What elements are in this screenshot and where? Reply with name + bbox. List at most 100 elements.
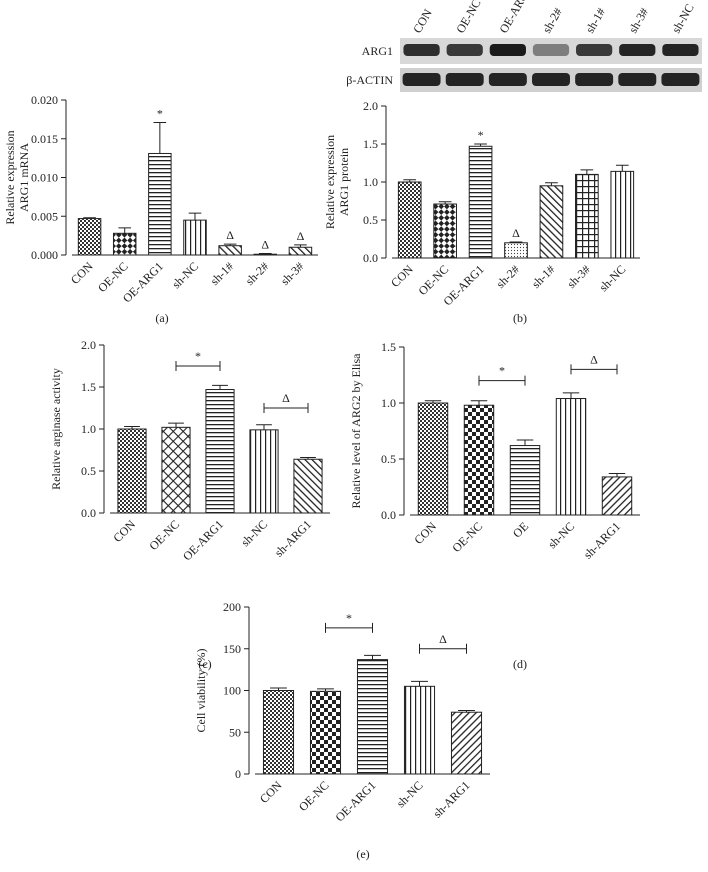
x-tick-label: sh-2# (493, 262, 522, 291)
error-bar (615, 164, 629, 172)
bar (293, 458, 323, 514)
y-axis-label: Relative expression (3, 130, 17, 224)
significance-bracket (325, 622, 373, 633)
x-tick-label: CON (257, 778, 285, 806)
x-tick-label: OE (510, 519, 531, 540)
y-tick-label: 1.0 (381, 396, 396, 410)
y-axis-label: Relative expression (323, 135, 337, 229)
lane-label: sh-1# (583, 5, 608, 35)
error-bar (153, 121, 167, 154)
y-tick-label: 50 (229, 725, 241, 739)
y-tick-label: 0.000 (31, 248, 58, 262)
bar (463, 404, 495, 516)
bar (555, 398, 587, 516)
error-bar (580, 169, 594, 175)
error-bar (470, 400, 488, 406)
error-bar (118, 227, 132, 234)
x-tick-label: CON (110, 517, 138, 545)
x-tick-label: CON (68, 259, 96, 287)
bar (77, 218, 102, 256)
significance-bracket (478, 375, 526, 386)
bar (509, 445, 541, 516)
error-bar (83, 217, 96, 219)
bar (539, 185, 564, 259)
y-tick-label: 0.0 (81, 506, 96, 520)
y-tick-label: 0 (235, 767, 241, 781)
y-tick-label: 1.0 (81, 422, 96, 436)
blot-band (662, 44, 699, 56)
y-tick-label: 0.015 (31, 132, 58, 146)
x-tick-label: sh-1# (529, 262, 558, 291)
error-bar (411, 680, 428, 687)
bar (262, 690, 295, 775)
x-tick-label: sh-ARG1 (430, 778, 472, 820)
x-tick-label: sh-2# (243, 259, 272, 288)
bar (205, 389, 235, 514)
bar (253, 253, 278, 256)
lane-label: sh-3# (626, 5, 651, 35)
x-tick-label: OE-NC (296, 778, 332, 814)
bar (112, 232, 137, 256)
x-tick-label: OE-ARG1 (180, 517, 226, 563)
blot-band (445, 73, 484, 86)
panel-label: (b) (513, 311, 527, 325)
y-axis-label: ARG1 protein (337, 148, 351, 216)
error-bar (270, 687, 287, 691)
bar (183, 219, 207, 256)
bar (356, 659, 389, 775)
lane-label: OE-NC (453, 0, 483, 35)
blot-band (403, 44, 440, 56)
x-tick-label: sh-1# (208, 259, 237, 288)
significance-bracket (419, 643, 467, 654)
western-blot (400, 38, 702, 92)
significance-mark: Δ (226, 228, 234, 242)
y-axis-label: Cell viability (%) (194, 649, 208, 733)
significance-mark: * (157, 106, 163, 120)
x-tick-label: CON (388, 262, 416, 290)
bar (468, 145, 493, 259)
bar (288, 246, 313, 256)
x-tick-label: CON (411, 519, 439, 547)
blot-band (575, 73, 614, 86)
error-bar (438, 201, 452, 205)
bar (601, 476, 633, 516)
significance-mark: Δ (590, 352, 598, 366)
panel-label: (d) (513, 657, 527, 671)
error-bar (403, 179, 417, 182)
x-tick-label: OE-NC (449, 519, 485, 555)
y-axis-label: Relative arginase activity (49, 368, 63, 490)
significance-mark: Δ (297, 229, 305, 243)
bar (309, 690, 342, 775)
error-bar (317, 688, 334, 692)
error-bar (258, 252, 272, 255)
error-bar (124, 425, 140, 429)
x-tick-label: sh-NC (596, 262, 628, 294)
significance-bracket (263, 403, 309, 413)
panel-label: (e) (356, 847, 369, 861)
bar (249, 429, 279, 514)
panel-label: (a) (155, 311, 168, 325)
error-bar (516, 439, 534, 446)
y-tick-label: 150 (223, 642, 241, 656)
blot-band (402, 73, 441, 86)
significance-mark: * (478, 128, 484, 142)
error-bar (474, 143, 487, 147)
y-tick-label: 0.0 (381, 508, 396, 522)
blot-band (619, 44, 656, 56)
error-bar (458, 710, 475, 713)
lane-label: sh-2# (539, 5, 564, 35)
x-tick-label: sh-NC (238, 517, 270, 549)
y-tick-label: 0.005 (31, 209, 58, 223)
blot-band (576, 44, 613, 56)
y-tick-label: 1.0 (363, 175, 378, 189)
error-bar (212, 384, 228, 390)
error-bar (188, 212, 202, 221)
x-tick-label: sh-NC (545, 519, 577, 551)
y-tick-label: 0.020 (31, 93, 58, 107)
y-axis-label: Relative level of ARG2 by Elisa (349, 353, 363, 509)
error-bar (562, 392, 580, 399)
error-bar (509, 241, 523, 243)
y-tick-label: 100 (223, 684, 241, 698)
significance-mark: Δ (512, 226, 520, 240)
